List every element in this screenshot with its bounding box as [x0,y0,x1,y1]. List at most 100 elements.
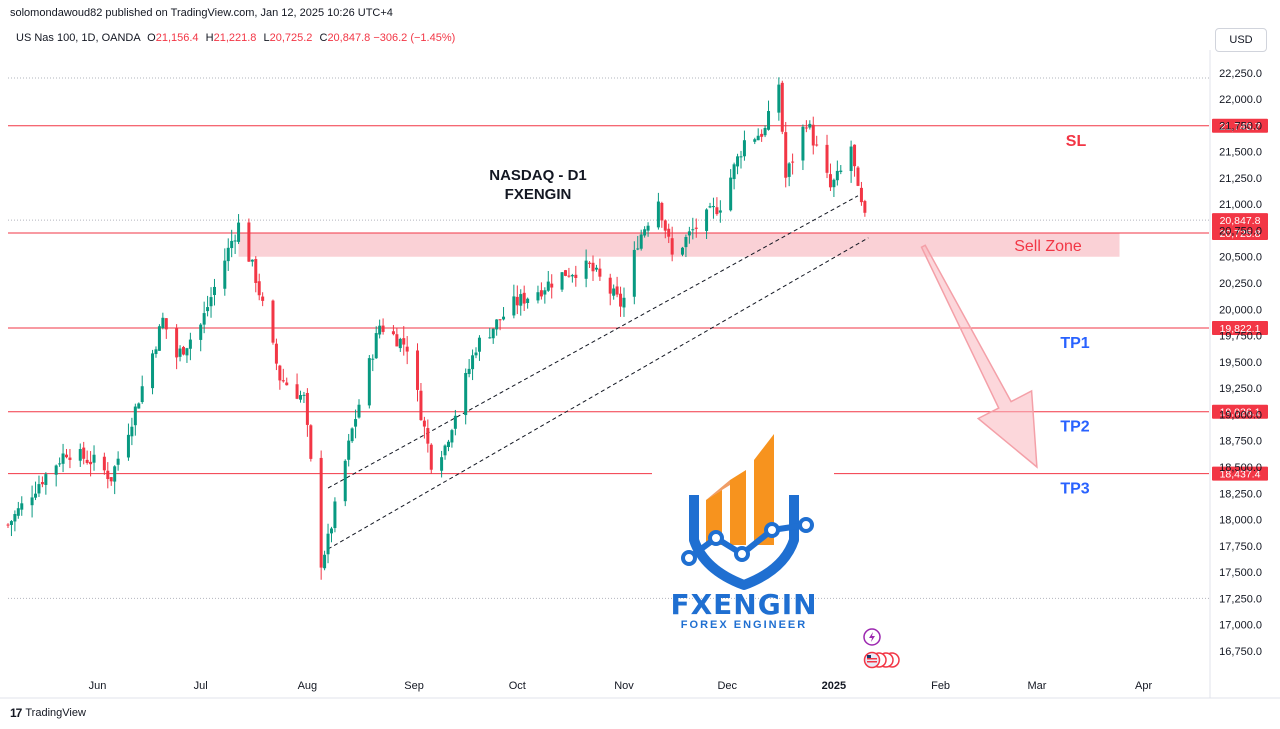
bull-candle [212,286,216,296]
price-tick-label: 18,000.0 [1219,515,1262,527]
bull-candle [116,458,120,465]
time-axis: Jun Jul Aug Sep Oct Nov Dec 2025 Feb Mar Apr [0,680,1280,699]
bear-candle [429,444,433,470]
bull-candle [113,466,117,482]
bear-candle [285,382,289,386]
take-profit-label: TP1 [1060,335,1089,352]
bull-candle [708,206,712,208]
bull-candle [560,272,564,290]
symbol-legend[interactable]: US Nas 100, 1D, OANDA O21,156.4 H21,221.… [16,32,455,44]
bull-candle [130,426,134,437]
bear-candle [426,428,430,444]
bull-candle [729,177,733,211]
price-axis: 16,750.0 17,000.0 17,250.0 17,500.0 17,750.0… [1209,50,1262,698]
bull-candle [354,419,358,427]
logo-node-icon [681,550,697,566]
bull-candle [154,349,158,355]
bear-candle [257,281,261,296]
bear-candle [574,274,578,278]
price-level-badge [1212,118,1268,133]
bolt-icon [863,628,881,646]
price-tick-label: 20,500.0 [1219,252,1262,264]
bear-candle [182,346,186,355]
price-tick-label: 21,750.0 [1219,120,1262,132]
bull-candle [250,259,254,262]
bear-candle [416,350,420,390]
bull-candle [199,324,203,340]
bull-candle [767,111,771,130]
price-tick-label: 18,750.0 [1219,436,1262,448]
logo-node-icon [764,522,780,538]
footer-brand: TradingView [25,707,86,719]
bull-candle [58,463,62,465]
time-tick-label: 2025 [822,680,846,692]
bull-candle [477,337,481,352]
bear-candle [567,275,571,277]
bear-candle [498,319,502,321]
bear-candle [791,161,795,163]
bear-candle [863,201,867,213]
bull-candle [367,358,371,406]
bull-candle [440,457,444,471]
bull-candle [835,170,839,181]
bull-candle [584,260,588,279]
bear-candle [278,365,282,381]
symbol-name[interactable]: US Nas 100, 1D, OANDA [16,32,141,44]
bear-candle [40,482,44,485]
bull-candle [16,508,20,516]
price-tick-label: 21,000.0 [1219,199,1262,211]
price-tick-label: 20,250.0 [1219,278,1262,290]
close-label: C [319,32,328,44]
logo-name: FXENGIN [670,588,817,621]
bull-candle [157,326,161,351]
bull-candle [178,348,182,357]
low-label: L [263,32,270,44]
bull-candle [54,465,58,475]
bull-candle [643,229,647,236]
sell-direction-arrow [920,244,1038,469]
price-level-badge-text: 20,847.8 [1220,215,1261,227]
bear-candle [598,268,602,277]
price-level-badge [1212,226,1268,241]
bull-candle [453,415,457,429]
bear-candle [522,292,526,304]
bear-candle [419,390,423,421]
bull-candle [347,440,351,460]
bear-candle [619,293,623,307]
bull-candle [808,123,812,128]
price-level-badge-text: 21,745.7 [1220,121,1261,133]
price-level-badge-text: 18,437.4 [1220,469,1261,481]
bear-candle [164,318,168,330]
footer: 17 TradingView [10,706,86,720]
bull-candle [92,454,96,463]
bull-candle [443,445,447,456]
bull-candle [202,313,206,325]
bull-candle [732,164,736,180]
price-tick-label: 17,000.0 [1219,620,1262,632]
bear-candle [85,459,89,463]
time-tick-label: Oct [509,680,526,692]
bear-candle [402,338,406,345]
bull-candle [519,294,523,306]
bull-candle [398,338,402,349]
bull-candle [691,229,695,231]
price-level-badge-text: 19,026.1 [1220,407,1261,419]
bear-candle [395,334,399,347]
bear-candle [247,222,251,262]
bull-candle [161,317,165,328]
us-flag-events-icon [863,651,900,669]
bull-candle [333,501,337,529]
bull-candle [777,84,781,113]
bull-candle [705,209,709,231]
bear-candle [65,454,69,458]
bear-candle [563,270,567,276]
bull-candle [209,297,213,307]
bull-candle [639,234,643,249]
bear-candle [254,259,258,283]
bear-candle [109,477,113,482]
bull-candle [687,231,691,236]
bull-candle [512,296,516,316]
stop-loss-label: SL [1066,133,1087,150]
currency-button[interactable]: USD [1215,28,1267,52]
